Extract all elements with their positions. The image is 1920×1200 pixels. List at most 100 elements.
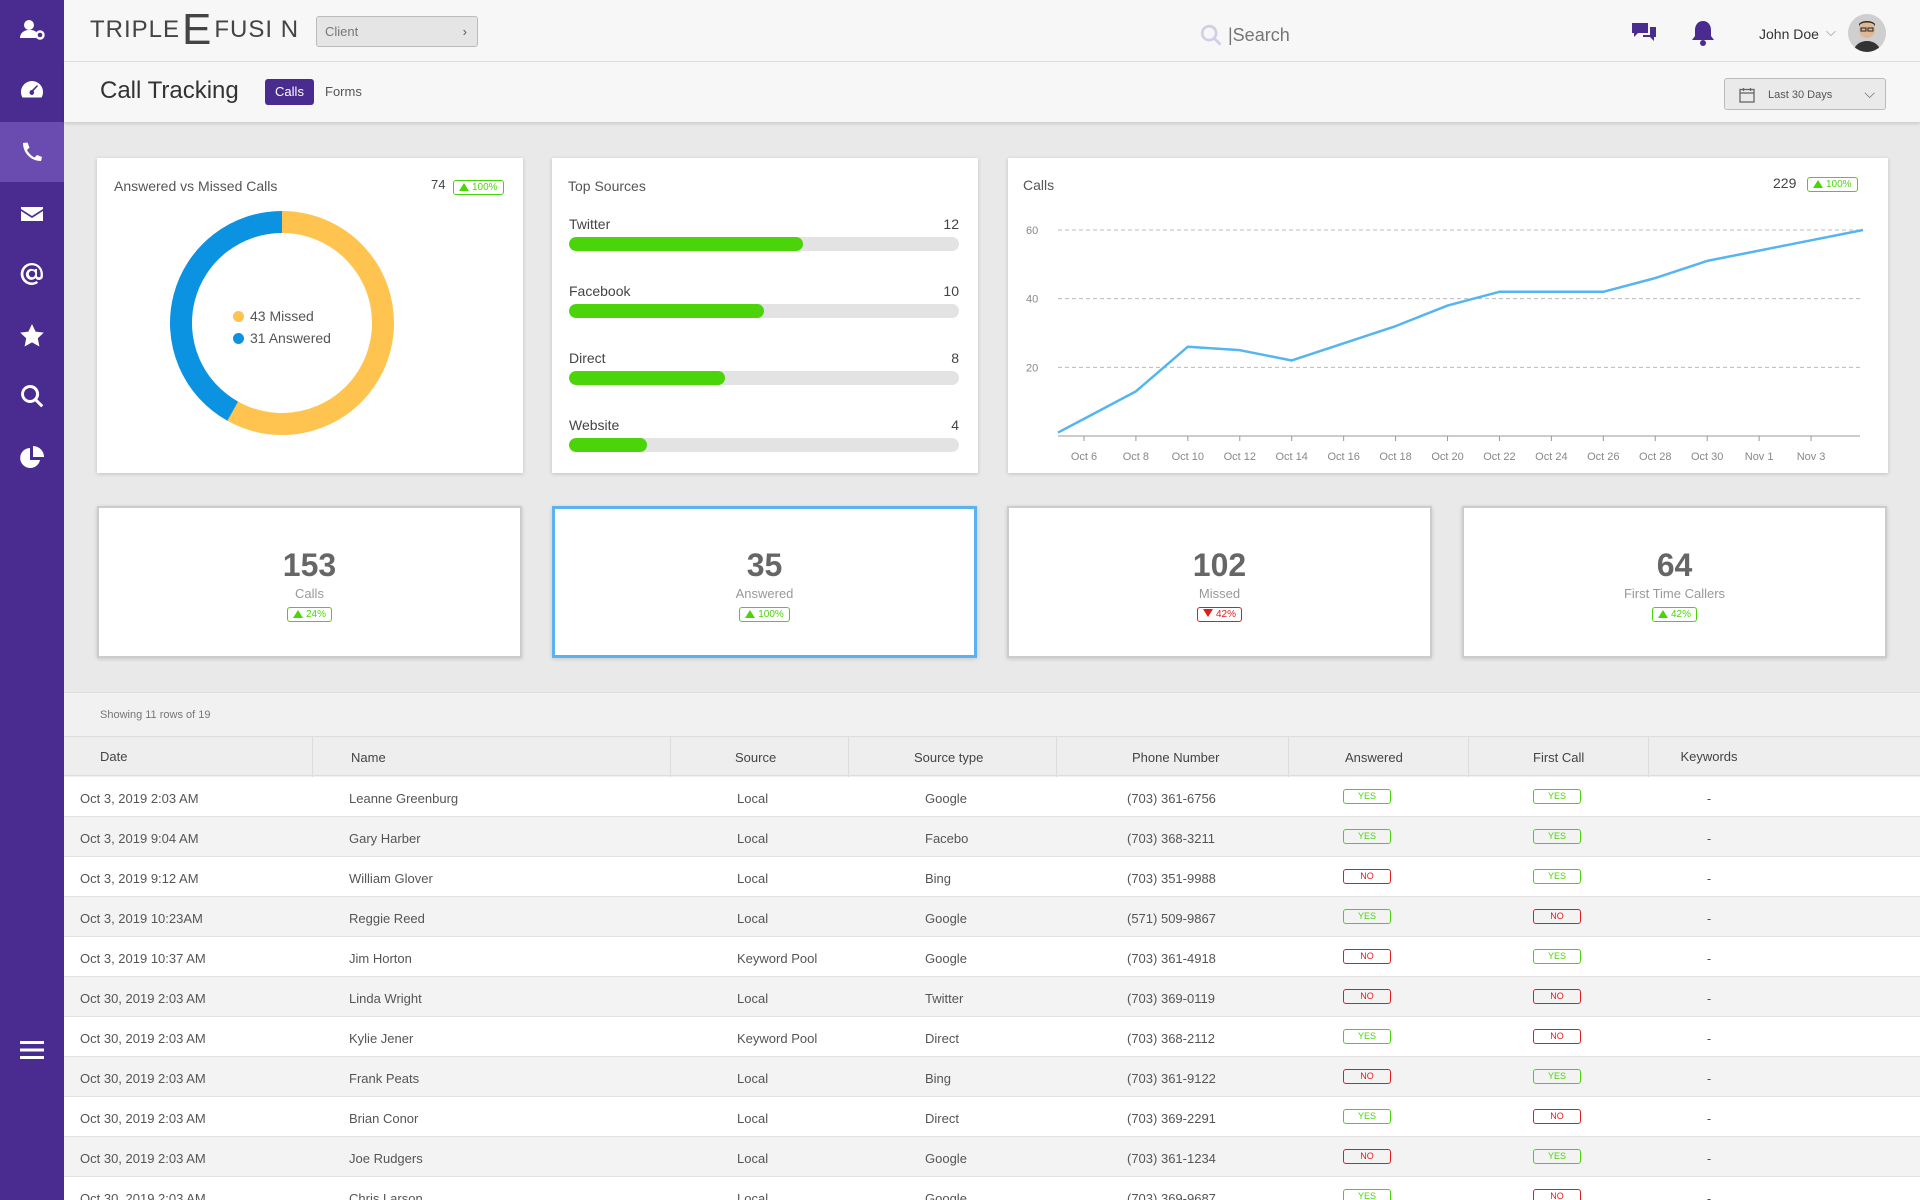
sidebar-item-dashboard[interactable]: [0, 60, 64, 120]
source-label: Website: [569, 417, 620, 433]
phone-icon: [23, 142, 42, 161]
cell-source: Local: [737, 1191, 769, 1200]
table-row[interactable]: Oct 3, 2019 10:37 AM Jim Horton Keyword Po…: [64, 937, 1920, 977]
legend-answered: 31 Answered: [233, 330, 331, 346]
x-tick-label: Oct 12: [1224, 451, 1256, 463]
bell-icon: [1692, 21, 1714, 46]
search-bar[interactable]: [1198, 20, 1498, 50]
x-tick-label: Nov 3: [1797, 451, 1826, 463]
sidebar-menu-toggle[interactable]: [0, 1020, 64, 1080]
chat-button[interactable]: [1629, 18, 1659, 48]
source-label: Twitter: [569, 216, 611, 232]
column-header-name[interactable]: Name: [351, 750, 386, 765]
table-row[interactable]: Oct 30, 2019 2:03 AM Chris Larson Local Goo…: [64, 1177, 1920, 1200]
column-header-phone-number[interactable]: Phone Number: [1132, 750, 1220, 765]
search-input[interactable]: [1228, 24, 1448, 46]
cell-phone-number: (703) 369-0119: [1127, 991, 1215, 1006]
sidebar-item-favorites[interactable]: [0, 306, 64, 366]
cell-source-type: Google: [925, 911, 967, 926]
stat-first-time-callers[interactable]: 64 First Time Callers 42%: [1462, 506, 1887, 658]
date-range-select[interactable]: Last 30 Days ⌵: [1724, 78, 1886, 110]
card-title: Calls: [1023, 177, 1055, 193]
stat-label: Missed: [1198, 586, 1241, 601]
cell-first-call-badge: NO: [1533, 1189, 1581, 1200]
cell-date: Oct 30, 2019 2:03 AM: [80, 1111, 206, 1126]
stat-calls[interactable]: 153 Calls 24%: [97, 506, 522, 658]
table-header: Date Name Source Source type Phone Numbe…: [64, 736, 1920, 777]
table-row[interactable]: Oct 3, 2019 9:12 AM William Glover Local Bi…: [64, 857, 1920, 897]
cell-phone-number: (703) 361-6756: [1127, 791, 1216, 806]
cell-name: Reggie Reed: [349, 911, 425, 926]
table-row[interactable]: Oct 30, 2019 2:03 AM Joe Rudgers Local Goog…: [64, 1137, 1920, 1177]
cell-phone-number: (703) 369-9687: [1127, 1191, 1216, 1200]
cell-name: William Glover: [349, 871, 433, 886]
cell-answered-badge: YES: [1343, 1189, 1391, 1200]
trend-up-icon: [1813, 180, 1823, 188]
cell-answered-badge: YES: [1343, 829, 1391, 844]
column-header-keywords[interactable]: Keywords: [1680, 749, 1738, 764]
client-select-label: Client: [325, 24, 359, 39]
client-select[interactable]: Client ›: [316, 16, 478, 47]
calls-series-line[interactable]: [1057, 228, 1864, 434]
column-header-date[interactable]: Date: [100, 749, 128, 764]
x-tick-label: Oct 26: [1587, 451, 1619, 463]
cell-answered-badge: NO: [1343, 1069, 1391, 1084]
notifications-button[interactable]: [1688, 18, 1718, 48]
source-bar-track: [569, 304, 959, 318]
calls-table: Showing 11 rows of 19 Date Name Source S…: [64, 692, 1920, 1200]
table-row[interactable]: Oct 30, 2019 2:03 AM Brian Conor Local Dire…: [64, 1097, 1920, 1137]
stat-missed[interactable]: 102 Missed 42%: [1007, 506, 1432, 658]
cell-phone-number: (703) 368-2112: [1127, 1031, 1215, 1046]
source-bar: [569, 304, 764, 318]
column-header-first-call[interactable]: First Call: [1533, 750, 1585, 765]
column-divider: [1288, 737, 1289, 777]
table-row[interactable]: Oct 30, 2019 2:03 AM Frank Peats Local Bing…: [64, 1057, 1920, 1097]
cell-date: Oct 3, 2019 10:23AM: [80, 911, 203, 926]
source-bar: [569, 371, 725, 385]
sidebar-item-user-settings[interactable]: [0, 0, 64, 60]
column-header-answered[interactable]: Answered: [1345, 750, 1403, 765]
x-tick-label: Oct 18: [1379, 451, 1411, 463]
user-name[interactable]: John Doe: [1759, 26, 1819, 42]
cell-date: Oct 3, 2019 9:12 AM: [80, 871, 199, 886]
sidebar-item-mentions[interactable]: [0, 244, 64, 304]
column-divider: [1648, 737, 1649, 777]
table-row[interactable]: Oct 3, 2019 2:03 AM Leanne Greenburg Local…: [64, 777, 1920, 817]
cell-phone-number: (703) 351-9988: [1127, 871, 1216, 886]
cell-source-type: Direct: [925, 1031, 959, 1046]
source-value: 4: [951, 417, 959, 433]
cell-keywords: -: [1706, 791, 1712, 806]
x-tick-label: Oct 10: [1172, 451, 1204, 463]
cell-keywords: -: [1706, 1151, 1712, 1166]
sidebar-item-search[interactable]: [0, 366, 64, 426]
tab-calls[interactable]: Calls: [265, 79, 314, 105]
chevron-down-icon[interactable]: ⌵: [1826, 24, 1836, 39]
donut-slice-missed[interactable]: [227, 211, 394, 435]
avatar[interactable]: [1848, 14, 1886, 52]
cell-phone-number: (571) 509-9867: [1127, 911, 1216, 926]
cell-source-type: Google: [925, 1191, 967, 1200]
x-tick-label: Oct 8: [1123, 451, 1149, 463]
source-bar-track: [569, 237, 959, 251]
table-row[interactable]: Oct 30, 2019 2:03 AM Kylie Jener Keyword P…: [64, 1017, 1920, 1057]
cell-keywords: -: [1706, 1071, 1712, 1086]
tab-forms[interactable]: Forms: [325, 84, 362, 99]
cell-first-call-badge: NO: [1533, 1109, 1581, 1124]
cell-answered-badge: NO: [1343, 1149, 1391, 1164]
sidebar-item-email[interactable]: [0, 184, 64, 244]
table-row[interactable]: Oct 3, 2019 9:04 AM Gary Harber Local Faceb…: [64, 817, 1920, 857]
cell-source: Local: [737, 1111, 769, 1126]
stat-answered[interactable]: 35 Answered 100%: [552, 506, 977, 658]
column-header-source[interactable]: Source: [735, 750, 777, 765]
column-header-source-type[interactable]: Source type: [914, 750, 984, 765]
sidebar-item-reports[interactable]: [0, 428, 64, 488]
logo: TRIPLE E FUSI N: [90, 5, 300, 54]
y-tick-label: 60: [1026, 225, 1038, 237]
donut-slice-answered[interactable]: [170, 211, 283, 421]
sidebar-item-calls[interactable]: [0, 122, 64, 182]
table-row[interactable]: Oct 30, 2019 2:03 AM Linda Wright Local Twi…: [64, 977, 1920, 1017]
top-sources-card: Top Sources Twitter 12 Facebook 10 Direct 8 We…: [552, 158, 978, 473]
x-tick-label: Oct 30: [1691, 451, 1723, 463]
stat-value: 102: [1192, 547, 1247, 583]
table-row[interactable]: Oct 3, 2019 10:23AM Reggie Reed Local Googl…: [64, 897, 1920, 937]
